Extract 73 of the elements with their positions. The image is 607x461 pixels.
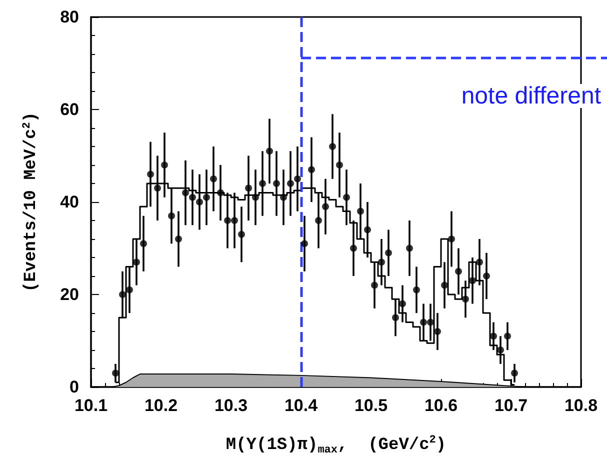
point: [434, 328, 441, 335]
point: [266, 148, 273, 155]
point: [343, 194, 350, 201]
x-tick-label: 10.2: [144, 396, 178, 415]
x-tick-label: 10.1: [74, 396, 108, 415]
point: [378, 258, 385, 266]
y-axis-title: (Events/10 MeV/c2): [22, 112, 41, 292]
point: [350, 244, 357, 252]
y-tick-label: 80: [60, 8, 79, 26]
point: [196, 198, 203, 206]
point: [322, 203, 329, 210]
point: [210, 175, 217, 182]
point: [483, 272, 490, 280]
point: [287, 180, 294, 187]
x-tick-label: 10.5: [354, 396, 388, 415]
point: [392, 314, 399, 322]
point: [294, 175, 301, 182]
point: [280, 194, 287, 201]
point: [140, 240, 147, 248]
point: [231, 217, 238, 224]
point: [168, 212, 175, 220]
x-tick-label: 10.3: [214, 396, 248, 415]
point: [357, 208, 364, 215]
point: [469, 277, 476, 284]
point: [329, 143, 336, 150]
y-tick-label: 0: [70, 378, 79, 396]
point: [217, 189, 224, 196]
point: [147, 170, 154, 178]
point: [161, 162, 168, 168]
point: [371, 282, 378, 289]
point: [112, 370, 119, 377]
point: [336, 162, 343, 168]
point: [189, 194, 196, 201]
point: [448, 236, 455, 242]
x-tick-label: 10.4: [284, 396, 318, 415]
point: [301, 240, 308, 248]
annotation: note different: [461, 82, 602, 110]
point: [259, 180, 266, 187]
point: [413, 286, 420, 294]
point: [273, 180, 280, 187]
y-tick-label: 60: [60, 100, 79, 119]
x-tick-label: 10.7: [494, 396, 528, 415]
point: [399, 300, 406, 308]
x-tick-label: 10.8: [564, 396, 598, 415]
y-tick-label: 40: [60, 192, 79, 212]
point: [245, 184, 252, 192]
point: [406, 244, 413, 252]
point: [511, 370, 518, 377]
point: [420, 318, 427, 326]
point: [252, 194, 259, 201]
point: [455, 268, 462, 275]
point: [364, 226, 371, 234]
y-tick-label: 20: [60, 285, 79, 304]
point: [224, 217, 231, 224]
point: [308, 166, 315, 174]
point: [182, 189, 189, 196]
point: [203, 194, 210, 201]
point: [315, 217, 322, 224]
point: [427, 318, 434, 326]
point: [133, 258, 140, 266]
point: [238, 230, 245, 238]
point: [126, 286, 133, 294]
point: [441, 282, 448, 289]
point: [490, 332, 497, 340]
point: [504, 332, 511, 340]
point: [476, 258, 483, 266]
point: [497, 346, 504, 354]
point: [119, 291, 126, 298]
point: [385, 249, 392, 256]
point: [154, 184, 161, 192]
point: [175, 236, 182, 242]
x-tick-label: 10.6: [424, 396, 458, 415]
point: [462, 296, 469, 303]
